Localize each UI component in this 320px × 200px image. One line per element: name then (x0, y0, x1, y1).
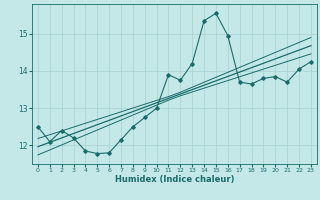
X-axis label: Humidex (Indice chaleur): Humidex (Indice chaleur) (115, 175, 234, 184)
